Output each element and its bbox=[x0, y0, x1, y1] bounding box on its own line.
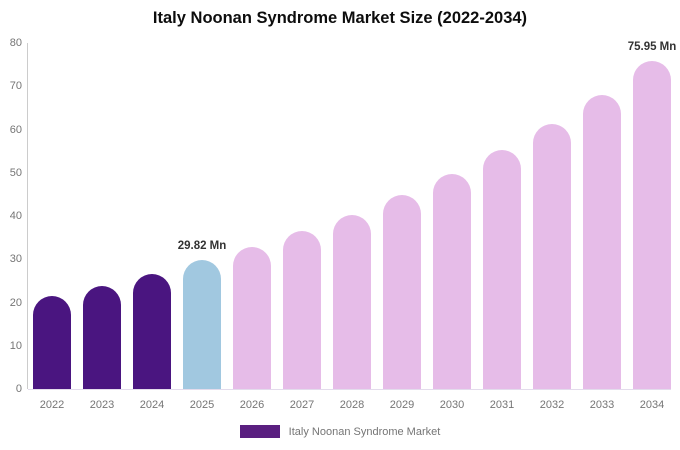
bar-2033 bbox=[583, 95, 621, 389]
legend-label: Italy Noonan Syndrome Market bbox=[288, 425, 441, 438]
bar-2032 bbox=[533, 124, 571, 389]
bar-2025 bbox=[183, 260, 221, 389]
y-tick-40: 40 bbox=[9, 210, 22, 222]
bar-2024 bbox=[133, 273, 171, 389]
x-tick-2023: 2023 bbox=[89, 399, 115, 411]
bar-2030 bbox=[433, 173, 471, 389]
x-axis-baseline bbox=[28, 389, 671, 390]
value-label-2025: 29.82 Mn bbox=[177, 240, 227, 253]
y-tick-70: 70 bbox=[9, 80, 22, 93]
x-tick-2026: 2026 bbox=[239, 399, 265, 411]
y-tick-20: 20 bbox=[9, 296, 22, 309]
x-tick-2033: 2033 bbox=[589, 399, 615, 411]
chart-title: Italy Noonan Syndrome Market Size (2022-… bbox=[152, 9, 528, 27]
legend: Italy Noonan Syndrome Market bbox=[0, 425, 680, 438]
value-label-2034: 75.95 Mn bbox=[627, 40, 677, 53]
bar-2029 bbox=[383, 195, 421, 389]
x-tick-2027: 2027 bbox=[289, 399, 315, 411]
bar-2028 bbox=[333, 214, 371, 389]
y-tick-0: 0 bbox=[15, 383, 22, 395]
bar-2023 bbox=[83, 285, 121, 389]
y-tick-80: 80 bbox=[9, 37, 22, 49]
x-tick-2022: 2022 bbox=[39, 399, 65, 411]
x-tick-2029: 2029 bbox=[389, 399, 415, 411]
legend-swatch bbox=[239, 425, 280, 438]
bar-2027 bbox=[283, 231, 321, 389]
x-tick-2031: 2031 bbox=[489, 399, 515, 411]
x-tick-2025: 2025 bbox=[189, 399, 215, 411]
bar-2022 bbox=[33, 295, 71, 389]
bar-2034 bbox=[633, 60, 671, 389]
bar-2031 bbox=[483, 149, 521, 389]
x-tick-2024: 2024 bbox=[139, 399, 165, 411]
x-tick-2028: 2028 bbox=[339, 399, 365, 411]
y-tick-60: 60 bbox=[9, 123, 22, 136]
y-axis-line bbox=[27, 43, 28, 389]
x-tick-2034: 2034 bbox=[639, 399, 665, 411]
y-tick-30: 30 bbox=[9, 253, 22, 266]
x-tick-2032: 2032 bbox=[539, 399, 565, 411]
y-tick-10: 10 bbox=[9, 339, 22, 352]
x-tick-2030: 2030 bbox=[439, 399, 465, 411]
bar-2026 bbox=[233, 246, 271, 389]
y-tick-50: 50 bbox=[9, 166, 22, 179]
